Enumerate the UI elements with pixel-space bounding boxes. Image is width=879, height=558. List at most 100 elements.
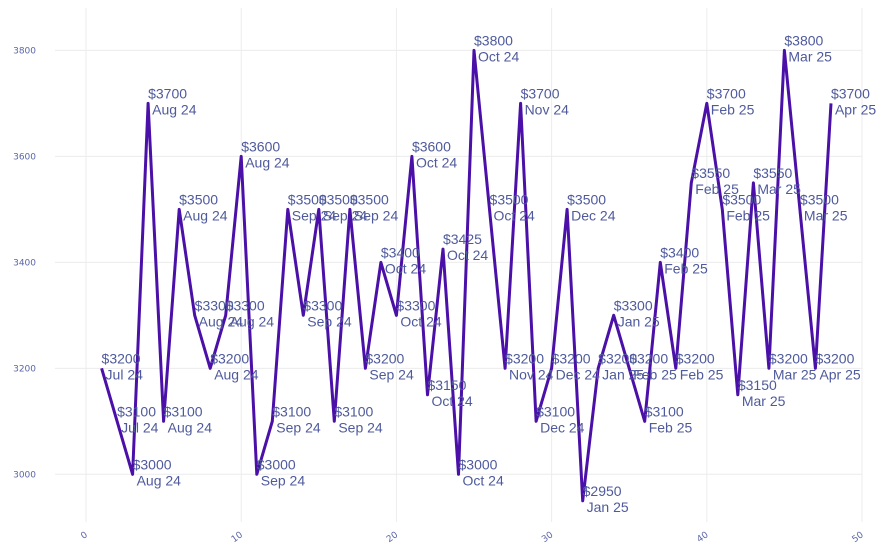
data-label-price: $3100 — [645, 403, 684, 419]
data-label-month: Mar 25 — [773, 366, 817, 382]
data-label-price: $3550 — [753, 165, 792, 181]
data-label-month: Aug 24 — [230, 313, 275, 329]
x-tick-label: 40 — [695, 530, 710, 545]
y-tick-label: 3400 — [13, 258, 36, 268]
data-label-price: $3700 — [521, 85, 560, 101]
data-label-price: $3100 — [117, 403, 156, 419]
data-label-month: Mar 25 — [757, 181, 801, 197]
data-label-price: $3150 — [738, 377, 777, 393]
data-label-price: $3500 — [319, 191, 358, 207]
data-label-price: $3200 — [365, 350, 404, 366]
y-tick-label: 3000 — [13, 470, 36, 480]
data-label-price: $3700 — [831, 85, 870, 101]
data-label-price: $3300 — [195, 297, 234, 313]
data-label-month: Apr 25 — [835, 101, 876, 117]
data-label-month: Oct 24 — [400, 313, 441, 329]
x-axis: 0 10 20 30 40 50 — [79, 530, 866, 545]
data-label-price: $3425 — [443, 231, 482, 247]
data-label-price: $3800 — [784, 32, 823, 48]
data-label-month: Oct 24 — [416, 154, 457, 170]
data-label-price: $3300 — [614, 297, 653, 313]
data-label-month: Dec 24 — [556, 366, 601, 382]
x-tick-label: 0 — [79, 530, 90, 542]
data-label-price: $3500 — [567, 191, 606, 207]
data-label-month: Jan 25 — [587, 499, 629, 515]
data-label-price: $3400 — [381, 244, 420, 260]
data-label-month: Nov 24 — [509, 366, 554, 382]
data-label-month: Mar 25 — [804, 207, 848, 223]
data-label-price: $3200 — [815, 350, 854, 366]
data-label-price: $2950 — [583, 483, 622, 499]
data-label-month: Oct 24 — [463, 472, 504, 488]
data-label-price: $3500 — [800, 191, 839, 207]
data-label-month: Sep 24 — [261, 472, 306, 488]
x-tick-label: 20 — [385, 530, 400, 545]
data-label-month: Oct 24 — [431, 393, 472, 409]
data-label-price: $3500 — [350, 191, 389, 207]
data-label-price: $3200 — [598, 350, 637, 366]
y-tick-label: 3800 — [13, 46, 36, 56]
x-tick-label: 30 — [540, 530, 555, 545]
grid — [55, 8, 863, 522]
data-label-price: $3200 — [552, 350, 591, 366]
data-label-month: Aug 24 — [152, 101, 197, 117]
data-label-price: $3300 — [396, 297, 435, 313]
data-label-price: $3200 — [769, 350, 808, 366]
data-label-month: Nov 24 — [525, 101, 570, 117]
data-label-price: $3700 — [148, 85, 187, 101]
data-label-price: $3300 — [226, 297, 265, 313]
data-label-month: Sep 24 — [369, 366, 414, 382]
data-label-month: Dec 24 — [540, 419, 585, 435]
data-label-price: $3300 — [303, 297, 342, 313]
data-label-month: Feb 25 — [633, 366, 677, 382]
y-axis: 3000 3200 3400 3600 3800 — [13, 46, 36, 480]
data-label-month: Mar 25 — [788, 48, 832, 64]
data-label-price: $3200 — [676, 350, 715, 366]
data-label-month: Oct 24 — [478, 48, 519, 64]
data-label-month: Dec 24 — [571, 207, 616, 223]
data-label-price: $3500 — [288, 191, 327, 207]
data-label-month: Sep 24 — [307, 313, 352, 329]
data-label-month: Feb 25 — [695, 181, 739, 197]
data-label-price: $3550 — [691, 165, 730, 181]
data-label-month: Sep 24 — [276, 419, 321, 435]
data-label-month: Sep 24 — [292, 207, 337, 223]
data-label-month: Feb 25 — [649, 419, 693, 435]
data-label-price: $3000 — [459, 456, 498, 472]
x-tick-label: 50 — [851, 530, 866, 545]
data-label-price: $3200 — [102, 350, 141, 366]
data-label-month: Aug 24 — [183, 207, 228, 223]
data-label-price: $3600 — [241, 138, 280, 154]
data-label-month: Feb 25 — [680, 366, 724, 382]
data-label-month: Sep 24 — [338, 419, 383, 435]
data-label-month: Jul 24 — [121, 419, 159, 435]
data-label-month: Oct 24 — [494, 207, 535, 223]
data-label-month: Oct 24 — [385, 260, 426, 276]
data-label-price: $3150 — [427, 377, 466, 393]
data-label-month: Aug 24 — [214, 366, 259, 382]
data-label-price: $3100 — [536, 403, 575, 419]
data-label-price: $3500 — [179, 191, 218, 207]
data-label-month: Oct 24 — [447, 247, 488, 263]
data-label-price: $3200 — [629, 350, 668, 366]
data-label-month: Apr 25 — [819, 366, 860, 382]
data-label-price: $3400 — [660, 244, 699, 260]
data-label-month: Sep 24 — [323, 207, 368, 223]
data-label-price: $3500 — [722, 191, 761, 207]
data-label-month: Jan 25 — [618, 313, 660, 329]
data-label-month: Aug 24 — [245, 154, 290, 170]
data-label-month: Aug 24 — [137, 472, 182, 488]
data-label-month: Mar 25 — [742, 393, 786, 409]
data-label-month: Feb 25 — [726, 207, 770, 223]
data-label-price: $3100 — [164, 403, 203, 419]
data-label-price: $3700 — [707, 85, 746, 101]
data-label-price: $3500 — [490, 191, 529, 207]
data-label-price: $3800 — [474, 32, 513, 48]
x-tick-label: 10 — [230, 530, 245, 545]
data-label-month: Aug 24 — [168, 419, 213, 435]
data-label-price: $3000 — [133, 456, 172, 472]
data-label-month: Feb 25 — [711, 101, 755, 117]
data-label-month: Sep 24 — [354, 207, 399, 223]
data-label-month: Jan 25 — [602, 366, 644, 382]
